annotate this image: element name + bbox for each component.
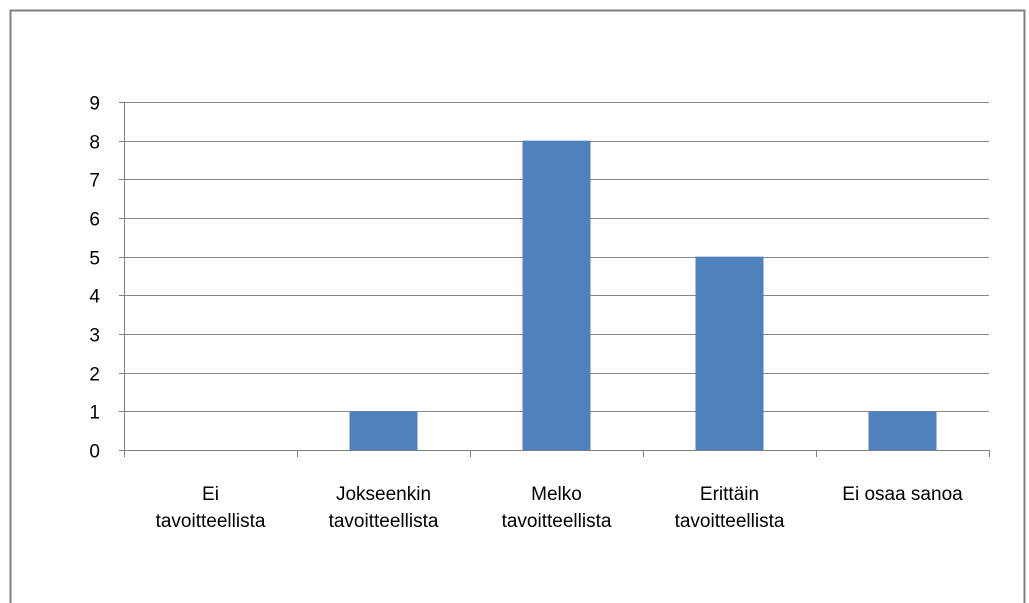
x-category-label: Erittäin tavoitteellista: [675, 484, 785, 532]
chart-border: [9, 9, 1026, 603]
y-axis-tick-labels: 0 1 2 3 4 5 6 7 8 9: [89, 94, 100, 463]
bars: [349, 140, 937, 450]
x-category-label-line: Jokseenkin: [336, 484, 431, 505]
y-tick-label: 6: [89, 210, 100, 231]
y-tick-label: 8: [89, 133, 100, 154]
y-tick-label: 0: [89, 442, 100, 463]
axes: [119, 102, 990, 457]
x-category-label-line: Ei: [202, 484, 219, 505]
x-category-label: Ei tavoitteellista: [156, 484, 266, 532]
bar[interactable]: [868, 411, 937, 450]
x-category-label-line: Ei osaa sanoa: [842, 484, 963, 505]
x-category-label-line: Erittäin: [700, 484, 759, 505]
y-tick-label: 5: [89, 249, 100, 270]
y-tick-label: 2: [89, 365, 100, 386]
x-category-label-line: tavoitteellista: [502, 511, 612, 532]
y-tick-label: 7: [89, 171, 100, 192]
x-category-label: Jokseenkin tavoitteellista: [329, 484, 439, 532]
y-tick-label: 4: [89, 287, 100, 308]
x-category-label-line: tavoitteellista: [329, 511, 439, 532]
x-category-label: Melko tavoitteellista: [502, 484, 612, 532]
x-category-label-line: Melko: [531, 484, 582, 505]
bar[interactable]: [522, 140, 591, 450]
x-category-label-line: tavoitteellista: [675, 511, 785, 532]
x-category-label-line: tavoitteellista: [156, 511, 266, 532]
y-tick-label: 3: [89, 326, 100, 347]
y-tick-label: 1: [89, 403, 100, 424]
y-tick-label: 9: [89, 94, 100, 115]
x-axis-category-labels: Ei tavoitteellista Jokseenkin tavoitteellis…: [156, 484, 964, 532]
bar[interactable]: [695, 256, 764, 450]
x-category-label: Ei osaa sanoa: [842, 484, 963, 505]
bar[interactable]: [349, 411, 418, 450]
